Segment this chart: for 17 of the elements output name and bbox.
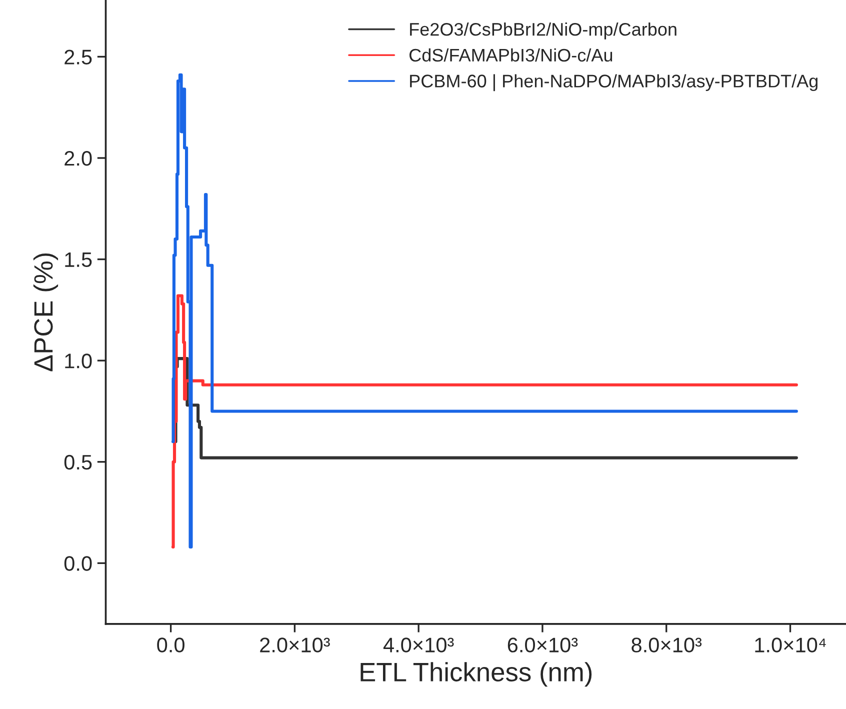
x-tick-label: 8.0×10³ (632, 638, 702, 652)
x-tick-label: 2.0×10³ (260, 638, 330, 652)
y-tick-label: 2.0 (64, 151, 92, 166)
x-tick-label: 1.0×10⁴ (755, 638, 826, 652)
x-tick-label: 6.0×10³ (508, 638, 578, 652)
y-tick-label: 2.5 (64, 50, 92, 64)
x-tick-label: 4.0×10³ (383, 638, 454, 652)
y-tick-label: 0.5 (64, 454, 92, 470)
x-tick-label: 0.0 (157, 638, 184, 652)
y-tick-label: 1.0 (65, 354, 92, 368)
x-axis-title: ETL Thickness (nm) (360, 662, 592, 687)
legend-label: PCBM-60 | Phen-NaDPO/MAPbI3/asy-PBTBDT/Ag (410, 74, 818, 92)
y-tick-label: 0.0 (64, 556, 92, 571)
legend-label: CdS/FAMAPbI3/NiO-c/Au (410, 48, 612, 62)
legend-label: Fe2O3/CsPbBrI2/NiO-mp/Carbon (410, 22, 676, 40)
y-tick-label: 1.5 (65, 252, 92, 268)
y-axis-title: ΔPCE (%) (33, 253, 58, 372)
